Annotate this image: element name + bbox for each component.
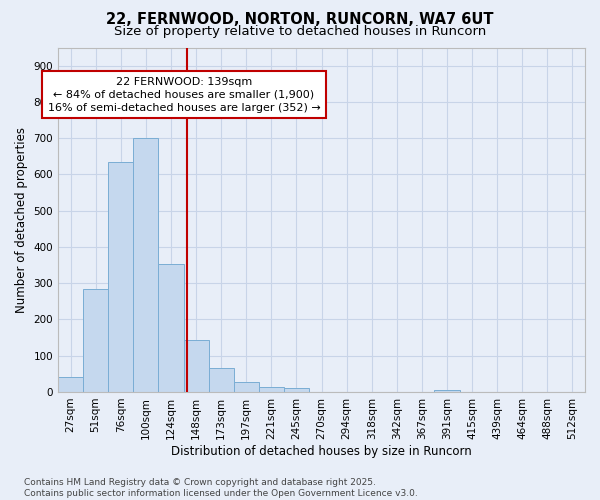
Bar xyxy=(434,390,460,392)
Bar xyxy=(83,290,108,392)
Text: Size of property relative to detached houses in Runcorn: Size of property relative to detached ho… xyxy=(114,25,486,38)
Bar xyxy=(184,340,209,392)
Bar xyxy=(58,376,83,392)
Bar xyxy=(259,386,284,392)
Y-axis label: Number of detached properties: Number of detached properties xyxy=(15,126,28,312)
X-axis label: Distribution of detached houses by size in Runcorn: Distribution of detached houses by size … xyxy=(171,444,472,458)
Text: Contains HM Land Registry data © Crown copyright and database right 2025.
Contai: Contains HM Land Registry data © Crown c… xyxy=(24,478,418,498)
Text: 22 FERNWOOD: 139sqm
← 84% of detached houses are smaller (1,900)
16% of semi-det: 22 FERNWOOD: 139sqm ← 84% of detached ho… xyxy=(47,76,320,113)
Bar xyxy=(209,368,233,392)
Bar xyxy=(158,264,184,392)
Bar xyxy=(108,162,133,392)
Text: 22, FERNWOOD, NORTON, RUNCORN, WA7 6UT: 22, FERNWOOD, NORTON, RUNCORN, WA7 6UT xyxy=(106,12,494,28)
Bar xyxy=(284,388,309,392)
Bar xyxy=(233,382,259,392)
Bar xyxy=(133,138,158,392)
